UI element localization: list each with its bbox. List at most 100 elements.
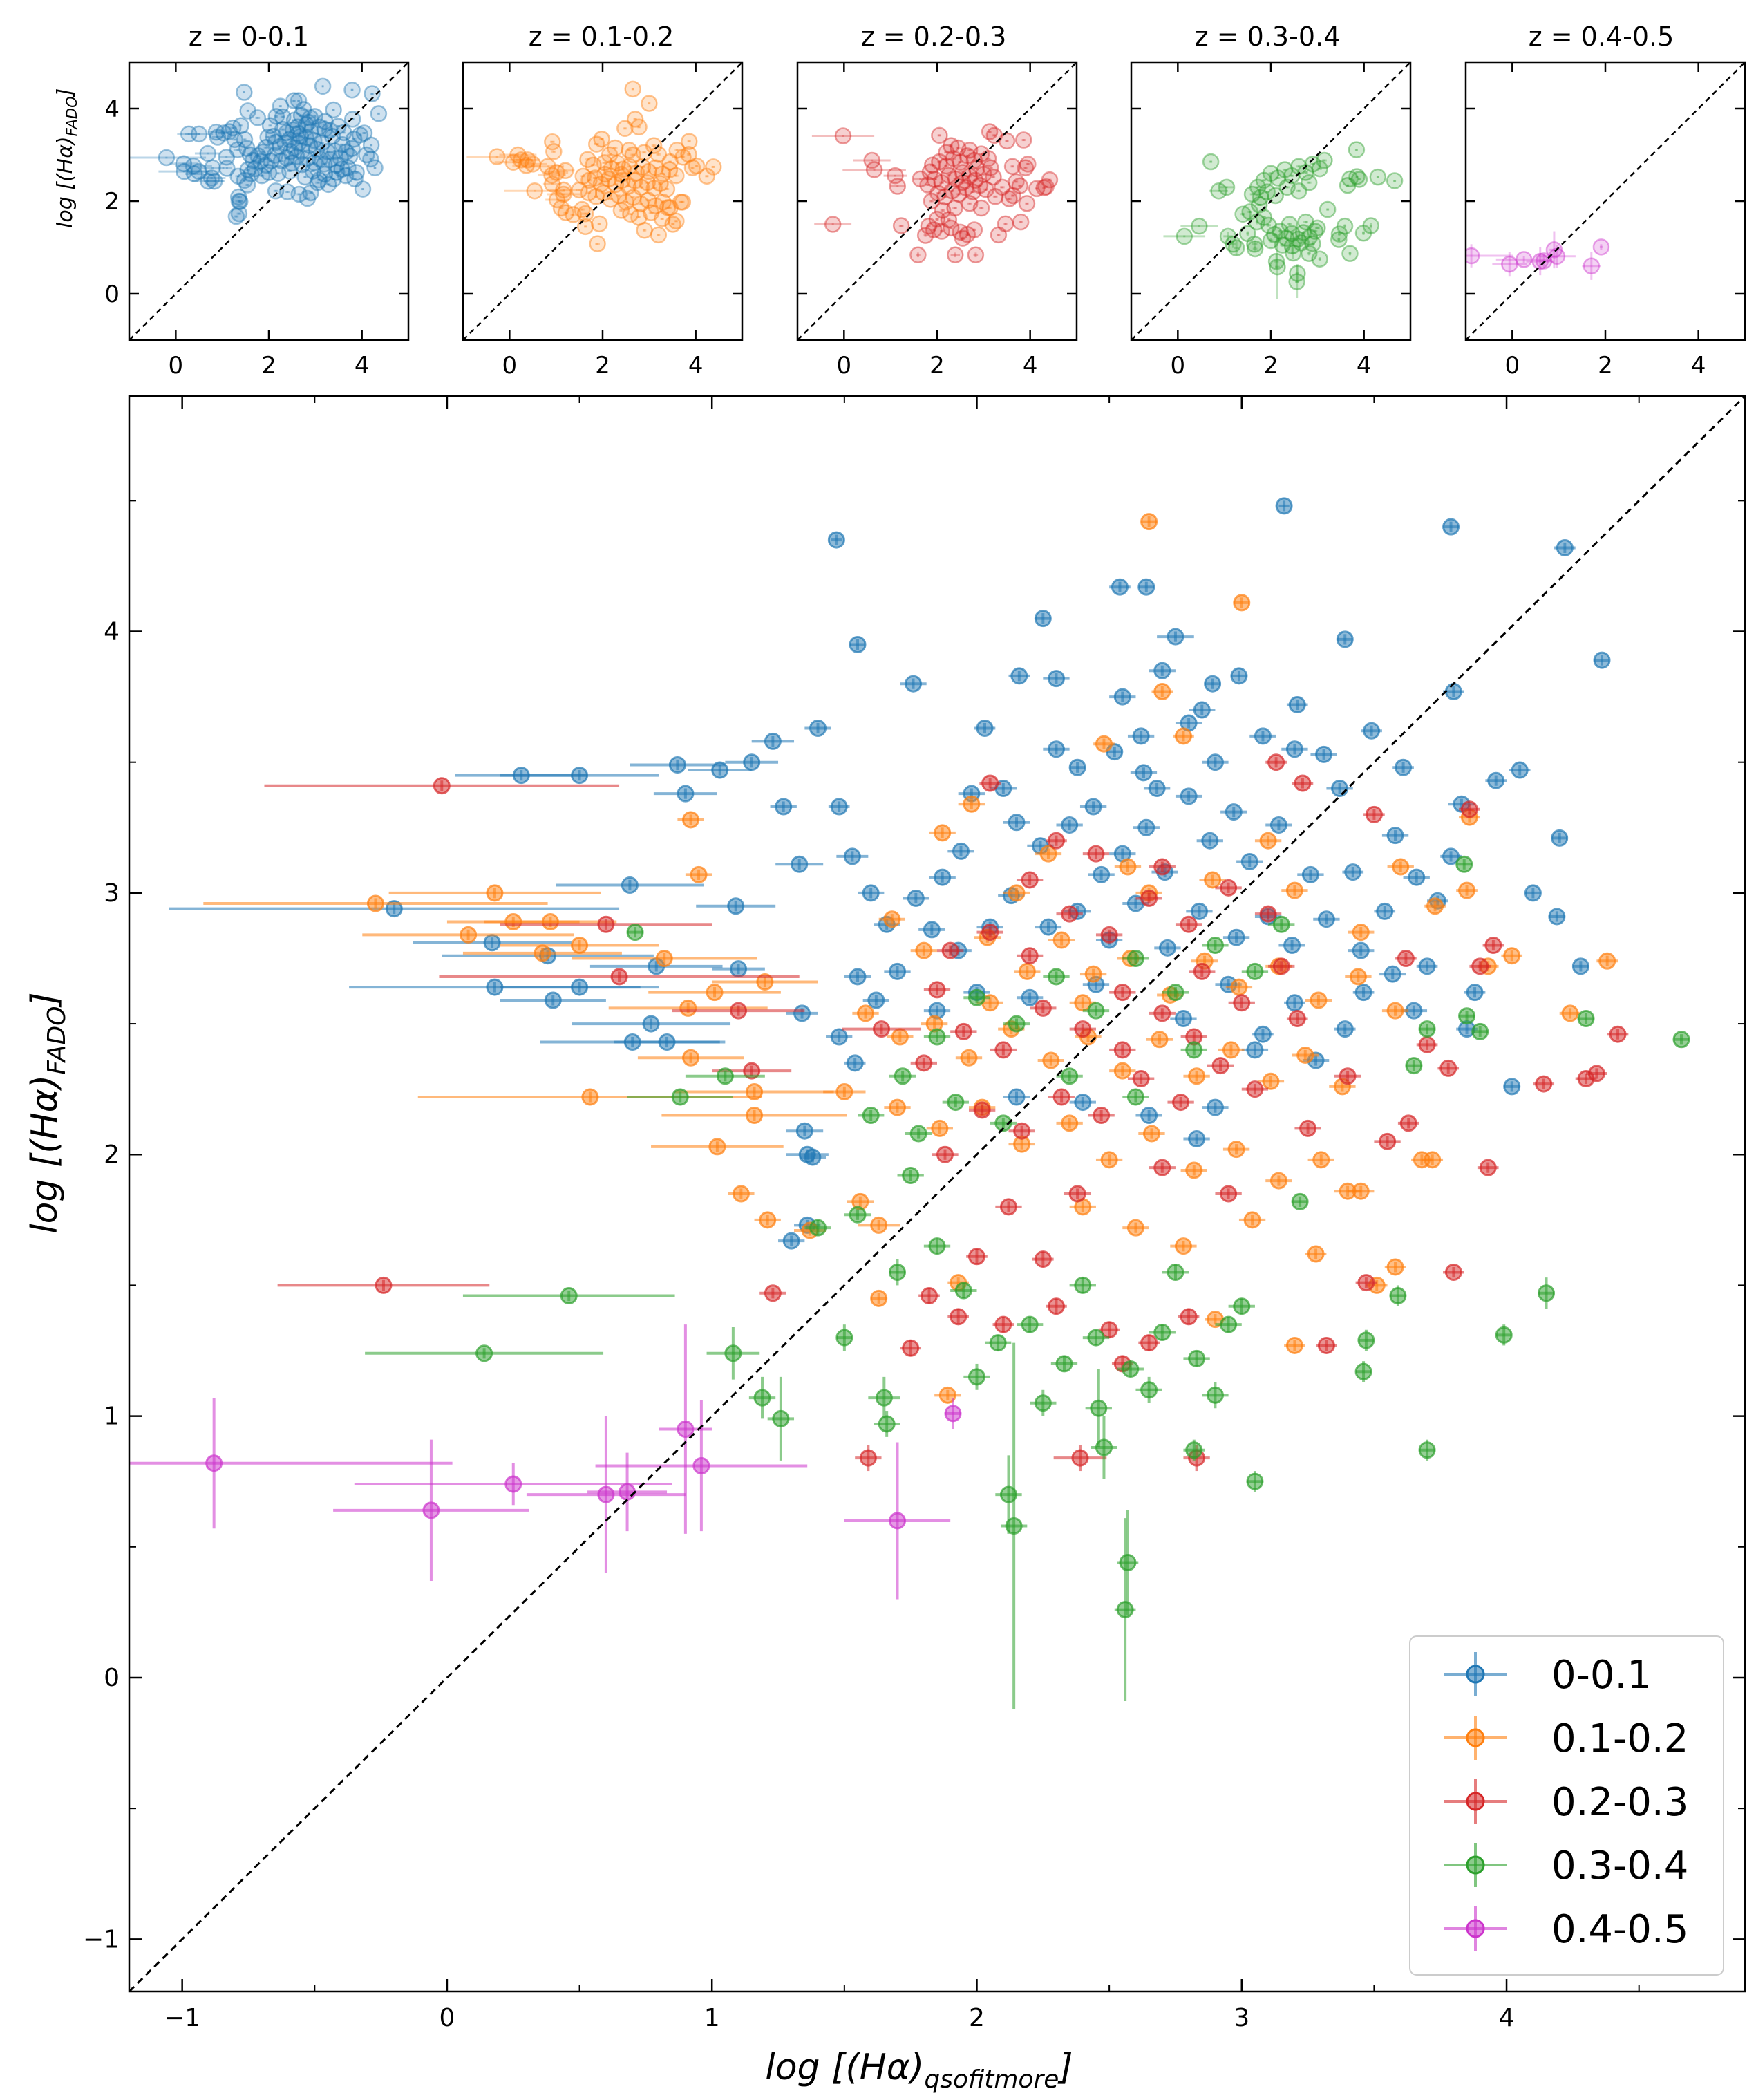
main-point bbox=[1381, 827, 1409, 845]
panel-marker bbox=[596, 165, 614, 183]
panel-marker bbox=[1341, 170, 1359, 188]
panel-point bbox=[661, 153, 679, 171]
panel-marker bbox=[634, 158, 652, 176]
panel-marker bbox=[333, 160, 350, 178]
panel-point bbox=[557, 204, 575, 221]
panel-point bbox=[284, 121, 302, 139]
panel-marker bbox=[1466, 247, 1480, 265]
main-point bbox=[484, 913, 617, 931]
panel-marker bbox=[257, 139, 275, 156]
main-marker bbox=[1034, 610, 1052, 628]
main-marker bbox=[1061, 816, 1079, 834]
main-marker bbox=[1426, 897, 1444, 915]
main-marker bbox=[1167, 984, 1184, 1002]
main-marker bbox=[1126, 949, 1144, 967]
main-marker bbox=[1153, 662, 1171, 679]
main-marker bbox=[936, 1145, 954, 1163]
main-point bbox=[1363, 805, 1385, 823]
main-point bbox=[1048, 931, 1075, 949]
panel-marker bbox=[926, 171, 943, 188]
panel-xtick-label: 4 bbox=[1357, 352, 1372, 379]
panel-point bbox=[337, 143, 355, 161]
main-point bbox=[968, 1101, 996, 1119]
main-marker bbox=[1087, 1329, 1105, 1347]
panel-marker bbox=[1501, 255, 1518, 273]
main-marker bbox=[862, 884, 880, 902]
main-point bbox=[826, 1028, 853, 1046]
panel-marker bbox=[593, 130, 610, 148]
main-point bbox=[858, 1106, 885, 1124]
panel-point bbox=[362, 136, 380, 154]
panel-marker bbox=[661, 153, 679, 171]
panel-marker bbox=[238, 140, 256, 157]
panel-marker bbox=[321, 151, 339, 168]
panel-marker bbox=[332, 149, 349, 167]
panel-point bbox=[1304, 235, 1321, 252]
panel-point bbox=[177, 125, 201, 143]
main-marker bbox=[870, 1289, 888, 1307]
panel-marker bbox=[229, 188, 247, 206]
main-marker bbox=[1285, 740, 1303, 758]
main-point bbox=[1387, 858, 1414, 876]
panel-point bbox=[654, 165, 672, 182]
panel-marker bbox=[954, 229, 972, 247]
panel-point bbox=[335, 124, 352, 142]
main-marker bbox=[999, 1198, 1017, 1216]
panel-marker bbox=[1548, 247, 1566, 265]
main-point bbox=[1533, 1075, 1555, 1093]
panel-point bbox=[621, 142, 638, 159]
main-point bbox=[844, 1442, 951, 1600]
main-xtick-label: −1 bbox=[164, 2004, 200, 2032]
panel-marker bbox=[1583, 257, 1601, 275]
panel-marker bbox=[1278, 178, 1296, 196]
main-marker bbox=[967, 988, 985, 1006]
panel-point bbox=[313, 134, 331, 151]
panel-point bbox=[1292, 234, 1310, 252]
main-marker bbox=[809, 1219, 827, 1237]
main-marker bbox=[560, 1287, 578, 1305]
panel-point bbox=[630, 209, 648, 226]
panel-point bbox=[230, 205, 248, 223]
main-marker bbox=[1140, 1381, 1158, 1399]
panel-point bbox=[652, 175, 669, 192]
main-marker bbox=[677, 785, 695, 803]
panel-marker bbox=[1249, 178, 1267, 196]
main-marker bbox=[1384, 965, 1401, 983]
legend-swatch-marker bbox=[1466, 1665, 1485, 1684]
panel-marker bbox=[617, 194, 634, 211]
main-marker bbox=[1397, 949, 1415, 967]
main-point bbox=[1281, 740, 1308, 758]
panel-marker bbox=[985, 168, 1002, 186]
main-point bbox=[767, 1376, 795, 1461]
main-marker bbox=[1087, 1002, 1105, 1020]
main-marker bbox=[782, 1232, 800, 1250]
legend-label: 0.4-0.5 bbox=[1551, 1907, 1688, 1952]
panel-point bbox=[626, 172, 643, 189]
main-point bbox=[1257, 1072, 1285, 1090]
panel-marker bbox=[1300, 174, 1318, 191]
panel-marker bbox=[186, 165, 203, 182]
main-marker bbox=[1315, 745, 1333, 763]
main-marker bbox=[1285, 994, 1303, 1012]
main-point bbox=[1130, 764, 1158, 782]
main-marker bbox=[1254, 1025, 1272, 1043]
panel-ytick-label: 0 bbox=[104, 281, 120, 308]
main-marker bbox=[706, 984, 724, 1002]
panel-marker bbox=[625, 189, 642, 206]
panel-point bbox=[658, 180, 676, 198]
panel-marker bbox=[961, 142, 979, 159]
panel-point bbox=[232, 193, 249, 210]
panel-point bbox=[1227, 239, 1245, 256]
main-marker bbox=[928, 1028, 946, 1046]
main-marker bbox=[934, 868, 952, 886]
panel-point bbox=[1249, 178, 1267, 196]
main-point bbox=[1082, 1329, 1110, 1347]
panel-point bbox=[1348, 168, 1366, 185]
panel-point bbox=[185, 125, 214, 143]
main-marker bbox=[1074, 1094, 1092, 1112]
panel-marker bbox=[317, 113, 334, 131]
panel-marker bbox=[1545, 241, 1563, 259]
panel-point bbox=[1294, 224, 1312, 241]
panel-point bbox=[545, 191, 569, 209]
